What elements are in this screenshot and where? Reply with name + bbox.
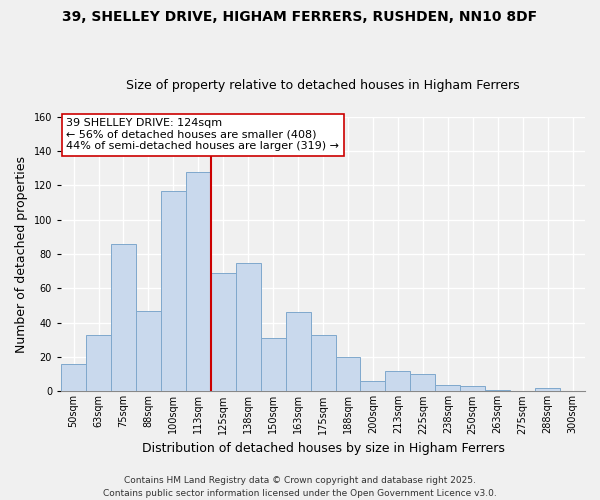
Bar	[136, 310, 161, 392]
Bar	[460, 386, 485, 392]
Bar	[111, 244, 136, 392]
Bar	[335, 357, 361, 392]
Bar	[161, 190, 186, 392]
Bar	[211, 273, 236, 392]
Text: 39 SHELLEY DRIVE: 124sqm
← 56% of detached houses are smaller (408)
44% of semi-: 39 SHELLEY DRIVE: 124sqm ← 56% of detach…	[67, 118, 340, 152]
Bar	[535, 388, 560, 392]
Bar	[236, 262, 260, 392]
Bar	[436, 384, 460, 392]
Bar	[485, 390, 510, 392]
Bar	[86, 335, 111, 392]
Bar	[286, 312, 311, 392]
Bar	[186, 172, 211, 392]
Bar	[385, 371, 410, 392]
Text: Contains HM Land Registry data © Crown copyright and database right 2025.
Contai: Contains HM Land Registry data © Crown c…	[103, 476, 497, 498]
Title: Size of property relative to detached houses in Higham Ferrers: Size of property relative to detached ho…	[126, 79, 520, 92]
X-axis label: Distribution of detached houses by size in Higham Ferrers: Distribution of detached houses by size …	[142, 442, 505, 455]
Bar	[61, 364, 86, 392]
Bar	[260, 338, 286, 392]
Text: 39, SHELLEY DRIVE, HIGHAM FERRERS, RUSHDEN, NN10 8DF: 39, SHELLEY DRIVE, HIGHAM FERRERS, RUSHD…	[62, 10, 538, 24]
Bar	[361, 381, 385, 392]
Bar	[410, 374, 436, 392]
Bar	[311, 335, 335, 392]
Y-axis label: Number of detached properties: Number of detached properties	[15, 156, 28, 352]
